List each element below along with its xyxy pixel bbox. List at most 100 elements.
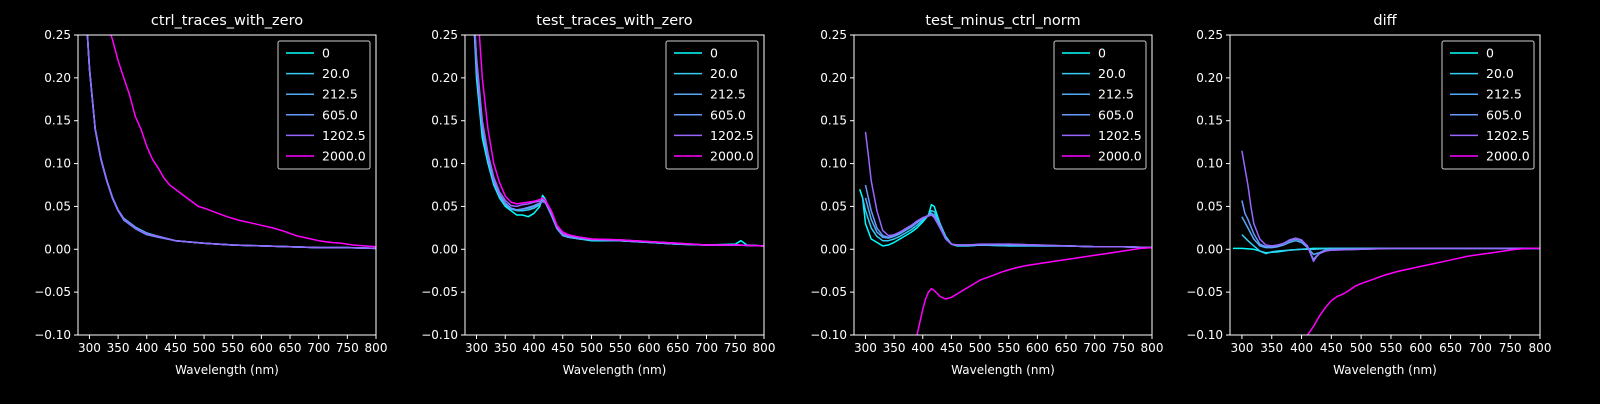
legend-entry: 0 <box>1486 46 1494 61</box>
legend-entry: 20.0 <box>322 66 350 81</box>
legend: 0 20.0 212.5 605.0 1202.5 2000.0 <box>1441 40 1535 170</box>
x-tick-label: 350 <box>494 341 517 355</box>
y-tick-label: −0.05 <box>1186 285 1223 299</box>
chart-title: test_traces_with_zero <box>536 13 693 29</box>
x-tick-label: 450 <box>551 341 574 355</box>
x-tick-label: 500 <box>580 341 603 355</box>
y-tick-label: 0.05 <box>1196 199 1223 213</box>
series-line-0 <box>858 189 1152 249</box>
series-group <box>1233 150 1540 335</box>
x-axis-label: Wavelength (nm) <box>951 363 1055 377</box>
legend-entry: 1202.5 <box>1486 128 1530 143</box>
legend-entry: 212.5 <box>1486 87 1522 102</box>
x-tick-label: 700 <box>695 341 718 355</box>
x-tick-label: 600 <box>638 341 661 355</box>
x-tick-label: 750 <box>336 341 359 355</box>
x-tick-label: 600 <box>1026 341 1049 355</box>
x-tick-label: 400 <box>135 341 158 355</box>
x-tick-label: 400 <box>1290 341 1313 355</box>
series-line-1202.5 <box>1241 150 1540 263</box>
legend-entry: 0 <box>710 46 718 61</box>
x-tick-label: 500 <box>969 341 992 355</box>
plot-frame <box>1229 34 1541 336</box>
legend-entry: 605.0 <box>1486 107 1522 122</box>
x-tick-label: 400 <box>911 341 934 355</box>
y-tick-label: 0.00 <box>1196 242 1223 256</box>
series-line-212.5 <box>864 197 1152 249</box>
series-line-2000.0 <box>1306 247 1540 335</box>
x-tick-label: 350 <box>883 341 906 355</box>
chart-title: diff <box>1373 13 1397 29</box>
y-tick-label: 0.20 <box>820 71 847 85</box>
x-tick-label: 300 <box>78 341 101 355</box>
y-tick-label: 0.15 <box>1196 114 1223 128</box>
legend-entry: 212.5 <box>710 87 746 102</box>
y-tick-label: 0.05 <box>820 199 847 213</box>
plot-frame <box>77 34 377 336</box>
series-line-2000.0 <box>110 35 376 248</box>
legend-entry: 1202.5 <box>1098 128 1142 143</box>
y-tick-label: 0.05 <box>431 199 458 213</box>
y-tick-label: −0.10 <box>1186 328 1223 342</box>
x-axis-label: Wavelength (nm) <box>1333 363 1437 377</box>
y-tick-label: −0.10 <box>34 328 71 342</box>
series-group <box>473 35 764 247</box>
y-tick-label: −0.10 <box>421 328 458 342</box>
y-tick-label: −0.10 <box>810 328 847 342</box>
legend-entry: 1202.5 <box>710 128 754 143</box>
series-group <box>858 131 1152 335</box>
plot-frame <box>853 34 1153 336</box>
x-tick-label: 750 <box>1499 341 1522 355</box>
y-tick-label: 0.15 <box>820 114 847 128</box>
y-tick-label: −0.05 <box>421 285 458 299</box>
y-tick-label: 0.20 <box>1196 71 1223 85</box>
y-tick-label: 0.15 <box>44 114 71 128</box>
x-tick-label: 650 <box>1439 341 1462 355</box>
x-axis-label: Wavelength (nm) <box>175 363 279 377</box>
y-tick-label: 0.10 <box>44 157 71 171</box>
x-tick-label: 350 <box>107 341 130 355</box>
x-tick-label: 600 <box>1409 341 1432 355</box>
x-tick-label: 550 <box>221 341 244 355</box>
legend: 0 20.0 212.5 605.0 1202.5 2000.0 <box>1053 40 1147 170</box>
series-line-605.0 <box>864 184 1152 249</box>
chart-title: test_minus_ctrl_norm <box>925 13 1080 29</box>
legend-entry: 605.0 <box>1098 107 1134 122</box>
chart-title: ctrl_traces_with_zero <box>151 13 303 29</box>
legend-entry: 0 <box>322 46 330 61</box>
series-group <box>86 35 376 250</box>
legend-entry: 2000.0 <box>322 149 366 164</box>
x-tick-label: 400 <box>523 341 546 355</box>
y-tick-label: 0.00 <box>431 242 458 256</box>
y-tick-label: 0.00 <box>44 242 71 256</box>
y-tick-label: −0.05 <box>34 285 71 299</box>
x-tick-label: 300 <box>1230 341 1253 355</box>
legend-entry: 2000.0 <box>1098 149 1142 164</box>
y-tick-label: 0.00 <box>820 242 847 256</box>
x-tick-label: 450 <box>164 341 187 355</box>
legend-entry: 605.0 <box>322 107 358 122</box>
legend-entry: 212.5 <box>322 87 358 102</box>
chart-panel-2: 300 350 400 450 500 550 600 650 700 750 800 −0.10 −0… <box>421 13 775 377</box>
y-tick-label: −0.05 <box>810 285 847 299</box>
x-tick-label: 650 <box>1055 341 1078 355</box>
plot-frame <box>464 34 765 336</box>
series-line-2000.0 <box>478 35 764 247</box>
y-tick-label: 0.10 <box>1196 157 1223 171</box>
y-tick-label: 0.10 <box>431 157 458 171</box>
legend-entry: 20.0 <box>1098 66 1126 81</box>
x-tick-label: 800 <box>365 341 388 355</box>
series-line-1202.5 <box>864 131 1152 249</box>
x-tick-label: 750 <box>724 341 747 355</box>
legend-entry: 20.0 <box>1486 66 1514 81</box>
x-tick-label: 350 <box>1260 341 1283 355</box>
y-tick-label: 0.05 <box>44 199 71 213</box>
x-tick-label: 800 <box>1529 341 1552 355</box>
x-tick-label: 550 <box>1380 341 1403 355</box>
series-line-1202.5 <box>86 35 376 250</box>
legend: 0 20.0 212.5 605.0 1202.5 2000.0 <box>665 40 759 170</box>
x-tick-label: 700 <box>307 341 330 355</box>
legend-entry: 2000.0 <box>710 149 754 164</box>
